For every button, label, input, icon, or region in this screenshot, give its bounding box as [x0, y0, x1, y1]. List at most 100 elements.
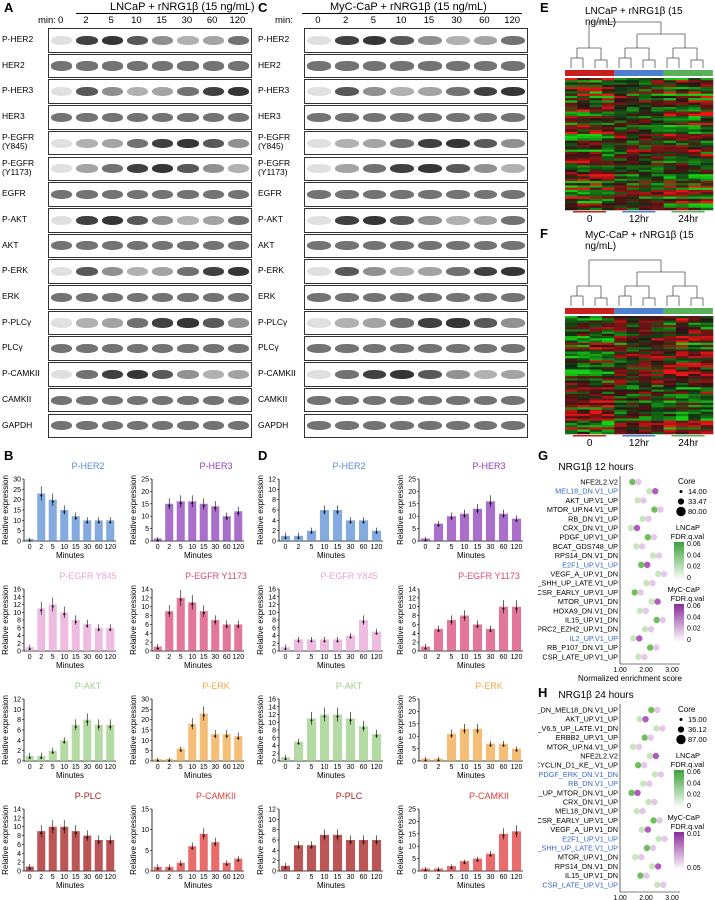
heatmap-cell — [639, 122, 652, 126]
y-tick-label: 4 — [17, 738, 21, 745]
heatmap-cell — [663, 178, 677, 182]
blot-band — [177, 138, 199, 148]
data-point — [214, 507, 217, 510]
heatmap-cell — [663, 151, 677, 155]
blot-band — [390, 318, 414, 328]
heatmap-cell — [688, 320, 701, 323]
blot-band — [51, 138, 73, 148]
heatmap-cell — [688, 391, 701, 395]
bar — [199, 833, 208, 871]
blot-band — [362, 35, 387, 45]
heatmap-cell — [639, 358, 652, 361]
blot-band — [362, 318, 387, 328]
heatmap-cell — [651, 107, 664, 110]
data-point — [375, 632, 378, 635]
heatmap-cell — [639, 187, 652, 191]
lncap-bubble — [632, 854, 639, 861]
heatmap-cell — [688, 427, 701, 430]
bar — [94, 840, 103, 871]
heatmap-cell — [688, 145, 701, 148]
blot-band — [501, 267, 525, 277]
heatmap-cell — [676, 344, 689, 348]
x-tick-label: 15 — [474, 874, 482, 881]
heatmap-cell — [663, 338, 677, 341]
heatmap-cell — [651, 185, 664, 188]
blot-a-title-rule — [76, 13, 248, 14]
blot-band — [334, 344, 359, 354]
heatmap-cell — [589, 367, 603, 370]
heatmap-cell — [700, 416, 714, 419]
heatmap-cell — [700, 93, 714, 97]
heatmap-cell — [700, 165, 714, 168]
heatmap-cell — [688, 163, 701, 166]
heatmap-cell — [626, 376, 640, 379]
heatmap-cell — [614, 320, 627, 323]
blot-band — [418, 318, 442, 328]
heatmap-cell — [614, 113, 627, 117]
heatmap-cell — [663, 129, 677, 132]
heatmap-cell — [589, 104, 603, 108]
bar — [60, 612, 69, 651]
data-point — [63, 613, 66, 616]
data-point — [86, 624, 89, 627]
blot-band — [101, 112, 123, 122]
gene-set-label: MTOR_UP.N4.V1_UP — [547, 742, 618, 751]
blot-band — [501, 138, 525, 148]
myc-bubble — [641, 653, 648, 660]
x-tick-label: 0 — [284, 654, 288, 661]
heatmap-cell — [639, 331, 652, 335]
bar-chart-title: P-CAMKII — [196, 791, 236, 801]
heatmap-cell — [589, 192, 603, 195]
heatmap-cell — [626, 158, 640, 162]
heatmap-cell — [626, 405, 640, 408]
bar — [345, 840, 356, 871]
x-tick-label: 30 — [487, 764, 495, 771]
x-axis-label: Minutes — [56, 661, 84, 670]
heatmap-cell — [700, 140, 714, 144]
heatmap-cell — [602, 118, 615, 121]
heatmap-cell — [663, 163, 677, 166]
data-point — [284, 758, 287, 761]
x-tick-label: 30 — [347, 874, 355, 881]
heatmap-cell — [589, 187, 603, 191]
data-point — [375, 531, 378, 534]
heatmap-cell — [688, 198, 701, 202]
legend-core-value: 36.12 — [688, 725, 707, 734]
blot-band — [473, 112, 498, 122]
lncap-bubble — [634, 497, 641, 504]
x-tick-label: 120 — [104, 874, 116, 881]
legend-gradient-title: MyC-CaP — [667, 813, 700, 822]
heatmap-cell — [565, 118, 578, 121]
heatmap-cell — [700, 169, 714, 173]
data-point — [202, 504, 205, 507]
blot-band — [227, 369, 249, 379]
heatmap-cell — [626, 180, 640, 184]
x-tick-label: 2 — [39, 764, 43, 771]
heatmap-cell — [626, 189, 640, 193]
bar — [319, 714, 330, 761]
heatmap-cell — [688, 91, 701, 94]
data-point — [450, 621, 453, 623]
bar-chart-title: P-PLC — [336, 791, 363, 801]
heatmap-cell — [589, 389, 603, 392]
blot-band — [227, 87, 249, 97]
heatmap-cell — [688, 111, 701, 115]
blot-band — [177, 87, 199, 97]
heatmap-cell — [565, 167, 578, 171]
heatmap-cell — [700, 405, 714, 408]
heatmap-cell — [676, 136, 689, 139]
heatmap-cell — [700, 91, 714, 94]
myc-bubble — [657, 506, 664, 513]
heatmap-cell — [565, 353, 578, 357]
heatmap-cell — [639, 111, 652, 115]
x-tick-label: 0 — [156, 544, 160, 551]
blot-band — [390, 61, 414, 71]
heatmap-cell — [589, 203, 603, 206]
data-point — [515, 607, 518, 610]
y-axis-label: Relative expression — [129, 695, 138, 765]
blot-row-label: ERK — [2, 291, 20, 301]
lncap-bubble — [635, 653, 642, 660]
heatmap-cell — [700, 340, 714, 344]
heatmap-cell — [614, 171, 627, 175]
